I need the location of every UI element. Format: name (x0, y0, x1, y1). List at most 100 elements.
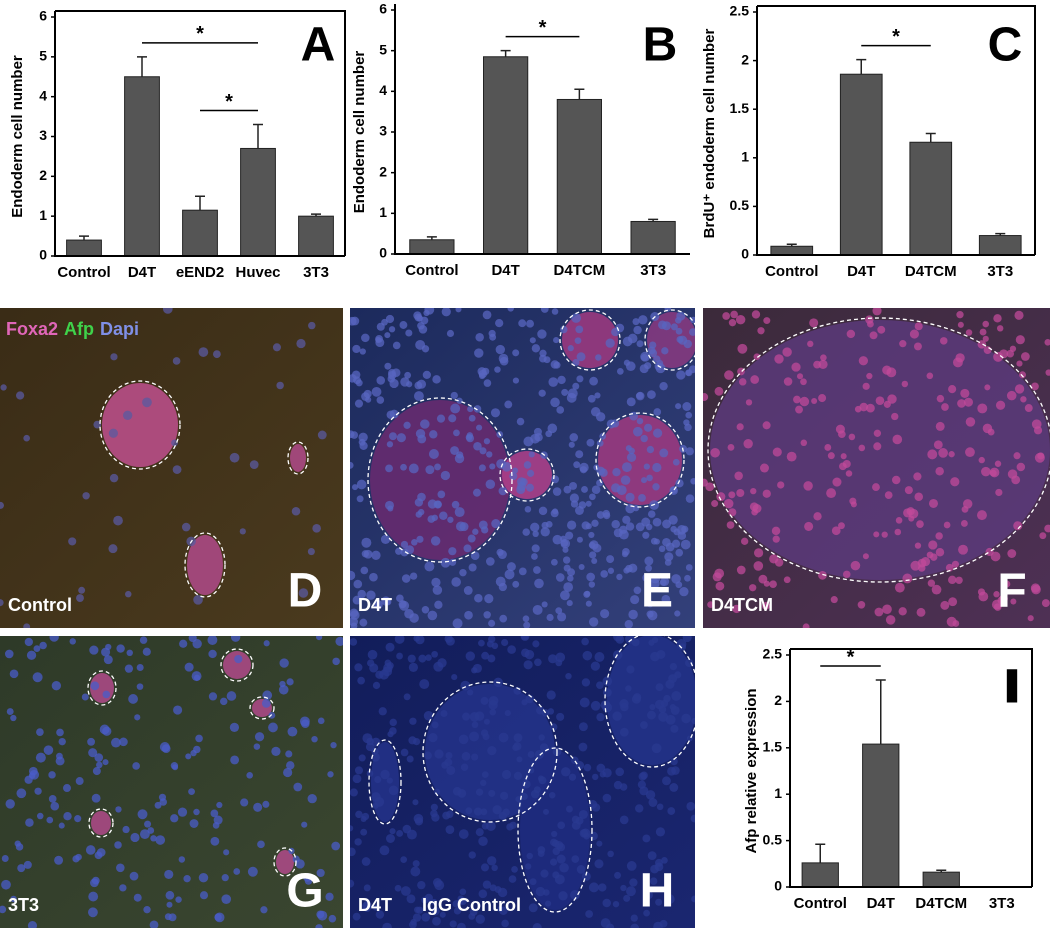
nucleus (150, 835, 157, 842)
nucleus (705, 482, 715, 492)
nucleus (499, 791, 509, 800)
nucleus (578, 501, 587, 509)
cell-cluster (187, 535, 223, 595)
y-tick-label: 0.5 (763, 831, 783, 847)
nucleus (170, 814, 179, 823)
nucleus (361, 550, 369, 558)
nucleus (445, 751, 453, 759)
nucleus (800, 378, 807, 386)
nucleus (962, 499, 973, 509)
nucleus (403, 421, 411, 429)
nucleus (526, 852, 533, 860)
nucleus (233, 868, 241, 875)
nucleus (807, 340, 814, 348)
nucleus (654, 858, 663, 867)
nucleus (620, 475, 631, 485)
nucleus (356, 495, 364, 503)
y-tick-label: 2 (741, 51, 749, 67)
bar (298, 215, 334, 257)
nucleus (478, 836, 488, 847)
nucleus (525, 863, 532, 870)
nucleus (948, 575, 957, 585)
cell-cluster (598, 415, 682, 505)
nucleus (681, 713, 691, 724)
nucleus (491, 864, 498, 872)
nucleus (642, 531, 650, 539)
x-tick-label: 3T3 (640, 262, 666, 279)
nucleus (48, 771, 56, 779)
nucleus (360, 566, 369, 575)
nucleus (1044, 339, 1050, 346)
nucleus (583, 763, 592, 772)
error-bar (253, 123, 263, 149)
nucleus (858, 444, 866, 452)
nucleus (308, 321, 316, 330)
nucleus (23, 434, 30, 442)
nucleus (513, 771, 523, 780)
nucleus (350, 788, 358, 797)
nucleus (497, 906, 504, 913)
nucleus (474, 711, 485, 721)
panel-letter: C (988, 19, 1023, 72)
nucleus (649, 877, 658, 885)
nucleus (436, 414, 446, 423)
nucleus (36, 812, 44, 820)
nucleus (913, 342, 922, 351)
nucleus (982, 335, 989, 342)
nucleus (625, 522, 635, 531)
nucleus (400, 540, 409, 549)
nucleus (683, 339, 693, 349)
nucleus (523, 621, 531, 628)
nucleus (1021, 352, 1030, 361)
nucleus (635, 804, 644, 813)
nucleus (113, 515, 123, 526)
nucleus (486, 451, 493, 458)
nucleus (588, 799, 598, 809)
nucleus (193, 595, 203, 605)
nucleus (830, 596, 838, 604)
nucleus (552, 508, 559, 515)
nucleus (379, 845, 390, 856)
nucleus (579, 697, 590, 708)
nucleus (600, 570, 608, 578)
y-tick-label: 0 (379, 245, 387, 261)
nucleus (489, 463, 496, 470)
nucleus (640, 434, 648, 443)
nucleus (179, 639, 188, 648)
nucleus (576, 375, 584, 383)
cell-cluster (102, 383, 178, 467)
nucleus (489, 708, 497, 716)
nucleus (642, 834, 651, 843)
nucleus (655, 898, 663, 906)
nucleus (482, 733, 490, 741)
error-bar (856, 58, 867, 75)
nucleus (76, 594, 84, 602)
bar (483, 56, 529, 255)
nucleus (575, 325, 584, 334)
nucleus (891, 412, 899, 421)
nucleus (887, 394, 897, 404)
nucleus (475, 788, 484, 796)
nucleus (978, 456, 985, 464)
nucleus (566, 600, 573, 607)
nucleus (441, 308, 451, 317)
nucleus (578, 722, 588, 732)
x-tick-label: 3T3 (989, 895, 1015, 912)
nucleus (549, 858, 558, 866)
bar (862, 743, 900, 888)
bar (240, 147, 276, 257)
nucleus (371, 386, 382, 397)
nucleus (796, 373, 804, 380)
nucleus (561, 388, 569, 396)
nucleus (516, 417, 525, 426)
nucleus (509, 821, 517, 829)
nucleus (689, 328, 695, 336)
nucleus (596, 439, 604, 447)
nucleus (948, 451, 955, 458)
nucleus (633, 426, 643, 437)
nucleus (172, 357, 181, 365)
nucleus (626, 665, 635, 674)
nucleus (521, 699, 528, 706)
nucleus (465, 807, 473, 815)
micrograph (350, 308, 695, 628)
